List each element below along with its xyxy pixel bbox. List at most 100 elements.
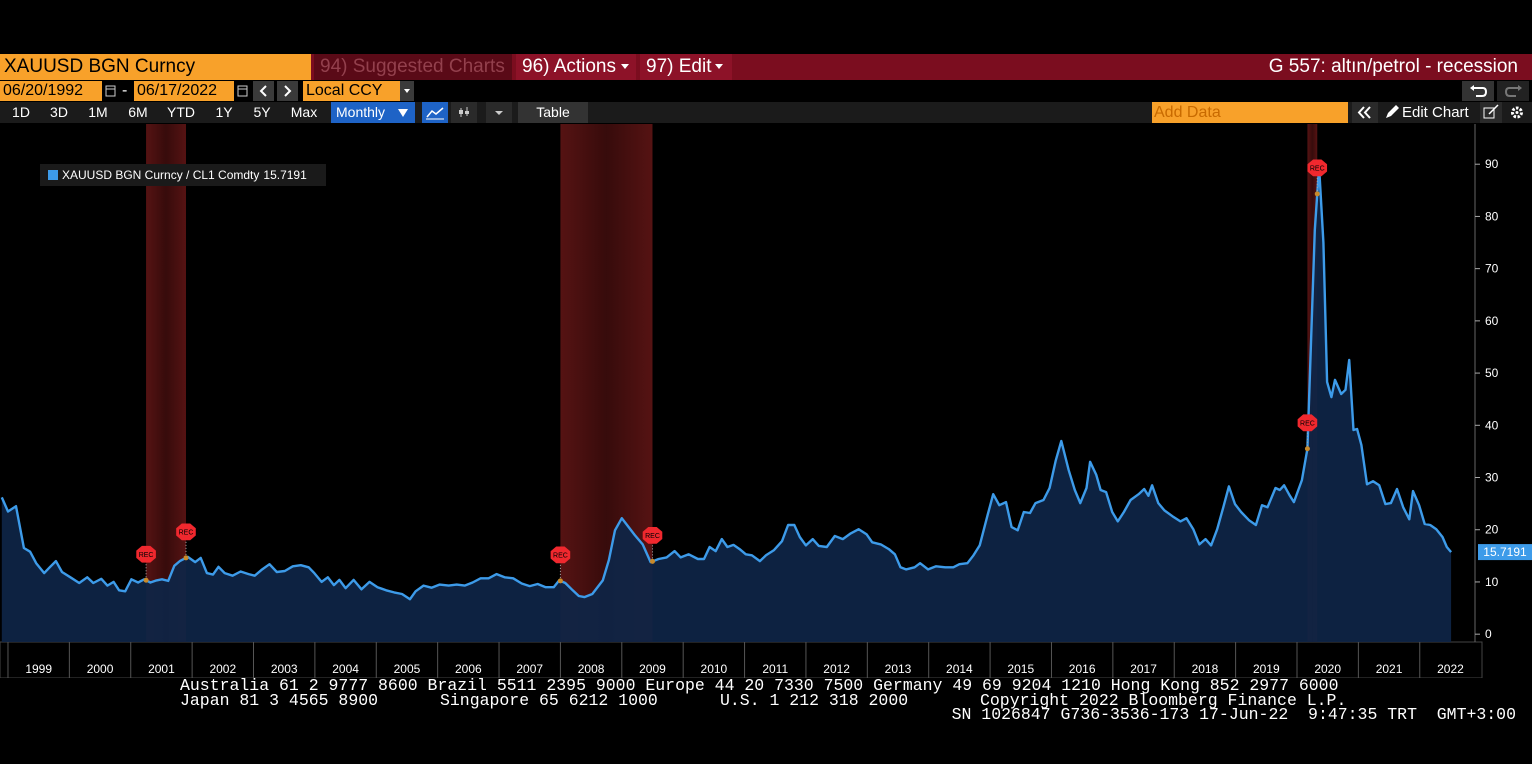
x-tick-label: 2002 (209, 662, 236, 676)
rec-point (1304, 446, 1310, 452)
x-axis-band (0, 641, 1483, 678)
toolbar-icons[interactable] (1352, 102, 1532, 123)
edit-chart-button[interactable]: Edit Chart (1402, 104, 1469, 121)
y-tick-label: 0 (1485, 627, 1492, 641)
rec-marker (136, 545, 156, 563)
chart-type-buttons[interactable] (422, 102, 514, 123)
period-button[interactable]: Max (290, 104, 318, 120)
footer-session: SN 1026847 G736-3536-173 17-Jun-22 9:47:… (951, 705, 1516, 724)
y-tick-label: 40 (1485, 418, 1499, 432)
rec-marker (550, 546, 571, 564)
x-tick-label: 2003 (271, 662, 298, 676)
period-button[interactable]: 1D (12, 104, 30, 120)
rec-point (143, 577, 149, 583)
period-button[interactable]: 1M (88, 104, 108, 120)
legend-swatch (48, 170, 58, 180)
period-button[interactable]: 3D (50, 104, 68, 120)
y-tick-label: 10 (1485, 575, 1499, 589)
rec-marker (1307, 159, 1328, 177)
add-data-field[interactable]: Add Data (1152, 102, 1348, 123)
dropdown-icon (715, 64, 723, 69)
legend-name: XAUUSD BGN Curncy / CL1 Comdty (62, 168, 259, 182)
ticker-field[interactable]: XAUUSD BGN Curncy (0, 54, 311, 80)
last-value-box (1478, 544, 1532, 561)
y-tick-label: 30 (1485, 471, 1499, 485)
x-tick-label: 2017 (1130, 662, 1157, 676)
x-tick-label: 2014 (946, 662, 973, 676)
date-separator: - (122, 82, 128, 99)
y-tick-label: 60 (1485, 314, 1499, 328)
y-tick-label: 50 (1485, 366, 1499, 380)
period-button[interactable]: 1Y (215, 104, 233, 120)
rec-point (1314, 191, 1320, 197)
footer-contact: U.S. 1 212 318 2000 (720, 691, 909, 710)
x-tick-label: 2000 (87, 662, 114, 676)
nav-buttons[interactable] (253, 81, 299, 101)
series-area (1, 166, 1452, 643)
rec-point (557, 578, 563, 584)
x-tick-label: 2007 (516, 662, 543, 676)
x-tick-label: 2018 (1192, 662, 1219, 676)
rec-point (649, 558, 655, 564)
menu-edit[interactable]: 97) Edit (640, 54, 732, 80)
x-tick-label: 2022 (1437, 662, 1464, 676)
footer-contact: Japan 81 3 4565 8900 (180, 691, 379, 710)
x-tick-label: 2020 (1314, 662, 1341, 676)
y-tick-label: 70 (1485, 262, 1499, 276)
y-tick-label: 80 (1485, 209, 1499, 223)
undo-redo[interactable] (1462, 81, 1530, 101)
rec-label: REC (1300, 420, 1315, 427)
period-button[interactable]: 5Y (253, 104, 271, 120)
legend: XAUUSD BGN Curncy / CL1 Comdty 15.7191 (40, 164, 326, 186)
currency-field[interactable]: Local CCY (303, 81, 400, 101)
x-tick-label: 2011 (762, 662, 788, 676)
frequency-button[interactable]: Monthly (331, 102, 415, 123)
period-button[interactable]: 6M (128, 104, 148, 120)
period-button[interactable]: YTD (167, 104, 195, 120)
x-tick-label: 2009 (639, 662, 666, 676)
x-tick-label: 2021 (1376, 662, 1403, 676)
chart-name: G 557: altın/petrol - recession (1268, 56, 1518, 77)
end-date[interactable]: 06/17/2022 (134, 81, 234, 101)
footer-contacts: Australia 61 2 9777 8600 Brazil 5511 239… (180, 676, 1339, 695)
x-tick-label: 2008 (578, 662, 605, 676)
x-tick-label: 2012 (823, 662, 850, 676)
rec-label: REC (645, 533, 660, 540)
y-tick-label: 90 (1485, 157, 1499, 171)
calendar-icon[interactable] (236, 84, 250, 98)
rec-label: REC (553, 552, 568, 559)
rec-point (183, 555, 189, 561)
rec-label: REC (1310, 165, 1325, 172)
legend-box (40, 164, 326, 186)
x-tick-label: 2005 (394, 662, 421, 676)
x-tick-label: 2010 (701, 662, 728, 676)
x-tick-label: 1999 (25, 662, 52, 676)
rec-marker (176, 523, 196, 541)
dropdown-icon[interactable] (400, 81, 414, 101)
x-tick-label: 2004 (332, 662, 359, 676)
x-tick-label: 2015 (1007, 662, 1034, 676)
footer-copyright: Copyright 2022 Bloomberg Finance L.P. (980, 691, 1347, 710)
menu-actions[interactable]: 96) Actions (516, 54, 636, 80)
rec-marker (1297, 414, 1318, 432)
series-line (0, 165, 1453, 601)
x-tick-label: 2019 (1253, 662, 1280, 676)
rec-label: REC (139, 552, 154, 559)
rec-marker (642, 526, 663, 544)
calendar-icon[interactable] (104, 84, 118, 98)
y-tick-label: 20 (1485, 523, 1499, 537)
legend-value: 15.7191 (263, 168, 307, 182)
table-button[interactable]: Table (518, 102, 588, 123)
rec-label: REC (179, 529, 194, 536)
x-tick-label: 2001 (148, 662, 175, 676)
menu-suggested[interactable]: 94) Suggested Charts (314, 54, 512, 80)
x-tick-label: 2016 (1069, 662, 1096, 676)
chart: REC REC REC REC REC REC XAUUSD BGN Curncy / C… (0, 124, 1532, 678)
start-date[interactable]: 06/20/1992 (0, 81, 102, 101)
dropdown-icon (398, 109, 408, 117)
legend-entry: XAUUSD BGN Curncy / CL1 Comdty 15.7191 (62, 168, 307, 182)
last-value-label: 15.7191 (1483, 545, 1527, 559)
dropdown-icon (621, 64, 629, 69)
footer-contact: Singapore 65 6212 1000 (440, 691, 658, 710)
